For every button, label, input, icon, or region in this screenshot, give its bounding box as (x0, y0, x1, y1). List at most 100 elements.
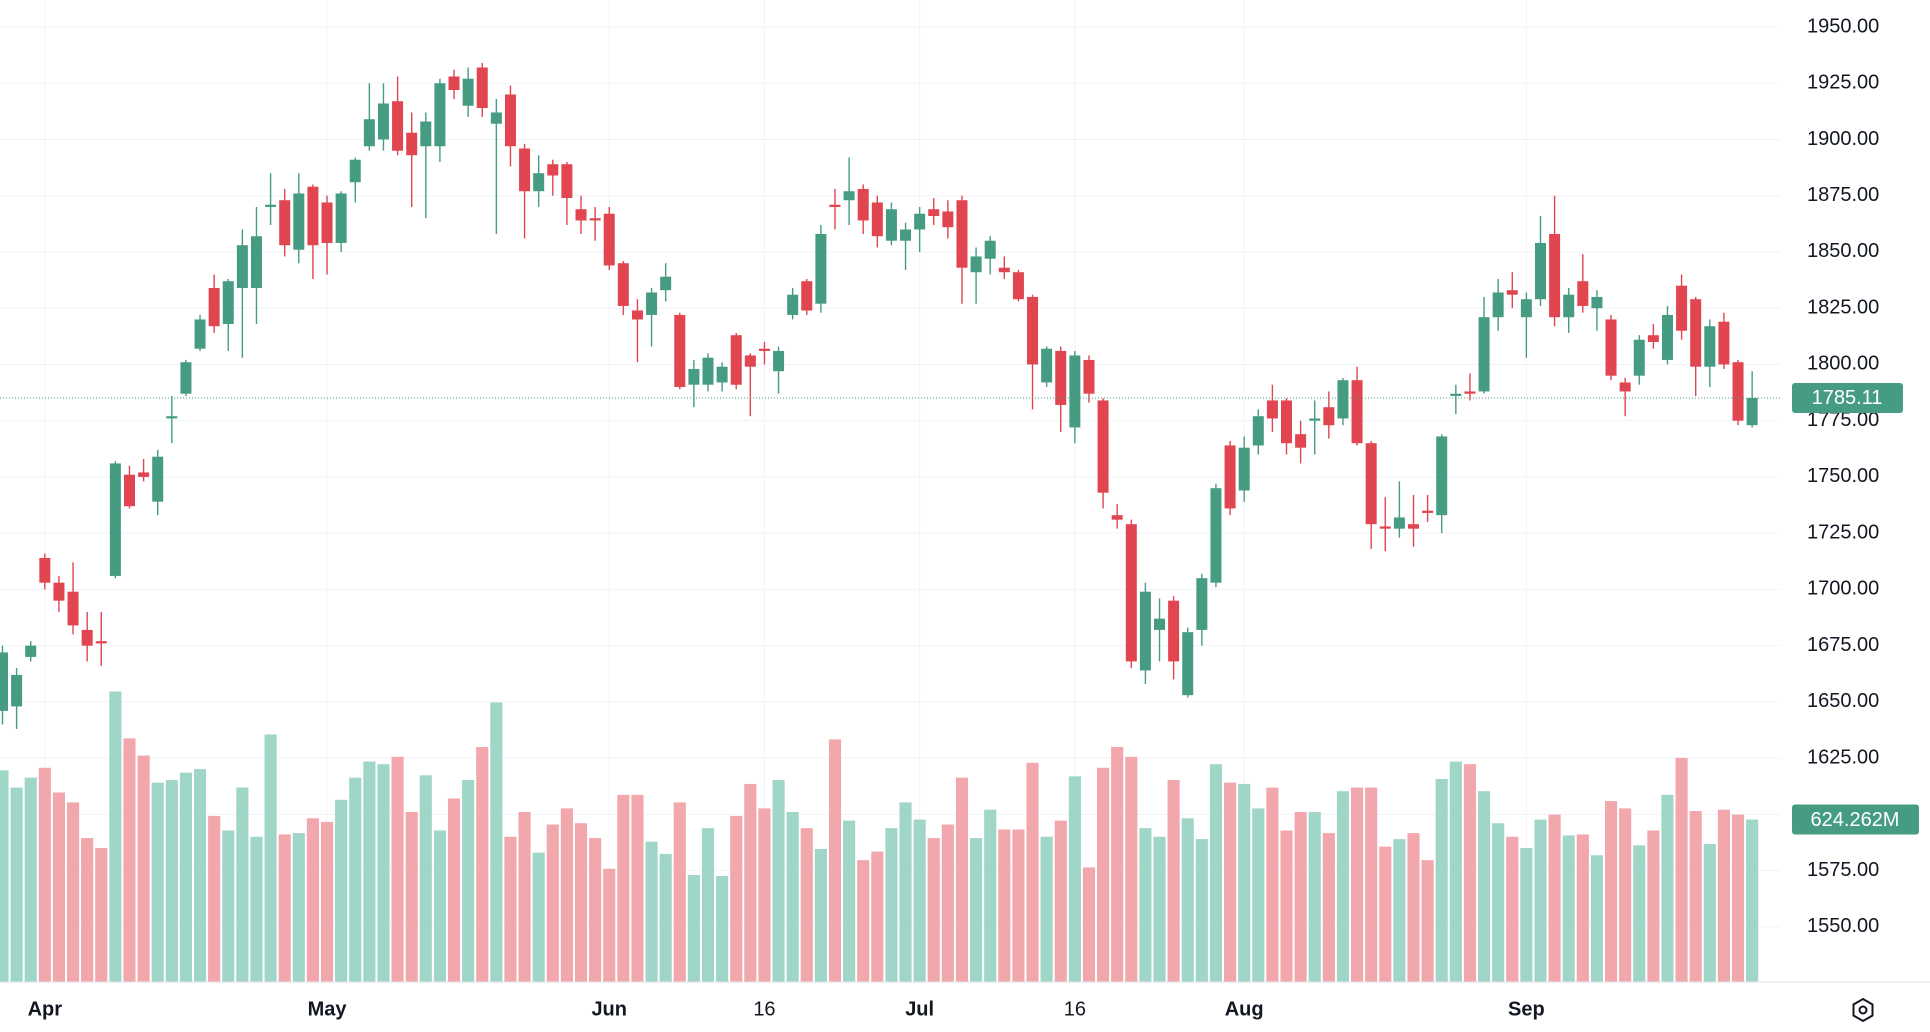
volume-bar (744, 783, 757, 982)
candle-body (95, 641, 107, 644)
candle-body (1055, 350, 1067, 405)
candle-body (476, 67, 488, 108)
candle-body (773, 350, 785, 372)
candle-body (1196, 578, 1208, 630)
candle-body (1379, 526, 1391, 529)
volume-bar (193, 769, 207, 982)
candle-body (392, 101, 404, 151)
candle-body (716, 366, 728, 383)
volume-bar (1068, 776, 1081, 982)
candle-body (1069, 355, 1081, 428)
volume-bar (1435, 778, 1448, 982)
candle-body (349, 159, 361, 183)
volume-bar (10, 787, 23, 982)
last-price-box (1792, 382, 1903, 413)
candle-body (744, 355, 756, 367)
candle-body (1690, 299, 1702, 367)
candle-body (688, 368, 700, 385)
x-tick-label: Jul (905, 998, 934, 1020)
volume-bar (546, 824, 559, 982)
candle-body (589, 218, 601, 221)
volume-bar (109, 691, 122, 982)
candle-body (702, 357, 714, 385)
candle-body (1012, 272, 1024, 300)
settings-icon[interactable] (1852, 997, 1874, 1023)
last-volume-box (1792, 804, 1919, 835)
volume-bar (38, 767, 51, 982)
volume-bar (970, 838, 983, 982)
candle-body (984, 240, 996, 259)
x-tick-label: 16 (1064, 998, 1086, 1020)
candle-body (208, 287, 220, 327)
volume-bar (1703, 844, 1716, 982)
candle-body (1323, 407, 1335, 426)
volume-bar (1421, 860, 1434, 982)
y-tick-label: 1900.00 (1807, 128, 1879, 150)
volume-bar (1266, 787, 1279, 982)
candle-body (970, 256, 982, 273)
candle-body (293, 193, 305, 250)
candle-body (1591, 296, 1603, 309)
candle-body (1027, 296, 1039, 365)
volume-bar (998, 829, 1011, 982)
candle-body (0, 652, 9, 711)
candle-body (1281, 400, 1293, 444)
candle-body (1619, 382, 1631, 392)
candle-body (1041, 348, 1053, 383)
candle-body (1309, 418, 1321, 421)
candle-body (335, 193, 347, 243)
volume-bar (1717, 809, 1730, 982)
last-price-label: 1785.11 (1812, 387, 1883, 409)
x-tick-label: Jun (591, 998, 627, 1020)
volume-bar (1125, 756, 1138, 982)
volume-bar (1181, 818, 1194, 982)
candle-body (1125, 524, 1137, 662)
volume-bar (913, 819, 926, 982)
settings-dot[interactable] (1858, 1005, 1868, 1015)
volume-bar (1322, 833, 1335, 982)
candle-body (660, 276, 672, 291)
candle-body (1732, 362, 1744, 421)
candle-body (1365, 443, 1377, 525)
volume-bar (603, 868, 616, 982)
y-tick-label: 1775.00 (1807, 409, 1879, 431)
candle-body (617, 263, 629, 306)
volume-bar (1280, 830, 1293, 982)
x-tick-label: Sep (1508, 998, 1545, 1020)
candle-body (1154, 618, 1166, 630)
candle-body (1633, 339, 1645, 376)
volume-bar (208, 815, 221, 982)
volume-bar (871, 851, 884, 982)
volume-bar (927, 838, 940, 982)
settings-hexagon[interactable] (1852, 997, 1874, 1023)
candle-body (1563, 294, 1575, 318)
volume-bar (1520, 847, 1533, 982)
volume-bar (1153, 836, 1166, 982)
volume-bar (292, 833, 305, 982)
x-tick-label: May (308, 998, 348, 1020)
candle-body (1661, 314, 1673, 360)
candle-body (1097, 400, 1109, 493)
y-tick-label: 1700.00 (1807, 578, 1879, 600)
volume-bar (1407, 833, 1420, 982)
volume-bar (758, 808, 771, 982)
volume-bar (1576, 834, 1589, 982)
volume-bar (687, 875, 700, 982)
y-tick-label: 1850.00 (1807, 240, 1879, 262)
plot-area (0, 62, 1780, 982)
candle-body (1337, 380, 1349, 419)
volume-bar (1139, 828, 1152, 982)
volume-bar (1534, 819, 1547, 982)
y-tick-label: 1575.00 (1807, 859, 1879, 881)
candle-body (222, 281, 234, 324)
volume-bar (701, 828, 715, 982)
volume-bar (1224, 782, 1237, 982)
volume-bar (1746, 819, 1759, 982)
x-tick-label: Aug (1225, 998, 1264, 1020)
candle-body (1224, 445, 1236, 509)
volume-bar (462, 780, 475, 982)
volume-bar (1604, 801, 1618, 982)
candle-body (674, 314, 686, 387)
